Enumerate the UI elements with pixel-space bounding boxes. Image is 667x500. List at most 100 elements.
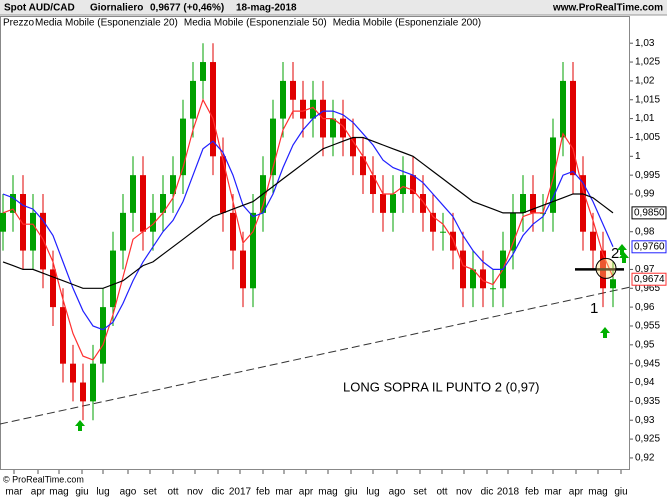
candle-body [590, 231, 596, 251]
period: Giornaliero [90, 3, 143, 14]
signal-arrow [619, 252, 629, 263]
candle-body [50, 269, 56, 308]
y-tick-label: 0,925 [635, 434, 660, 445]
candle-body [480, 269, 486, 289]
moving-average [2, 110, 614, 331]
candle-body [570, 80, 576, 176]
candle-body [100, 307, 106, 364]
candle-body [40, 212, 46, 270]
copyright: © ProRealTime.com [3, 474, 84, 484]
x-tick-label: mag [318, 487, 337, 498]
last-value-box [631, 206, 667, 220]
candle-body [180, 118, 186, 176]
candle-body [70, 363, 76, 383]
x-tick-label: mag [588, 487, 607, 498]
candle-body [490, 288, 496, 290]
candle-body [250, 212, 256, 289]
x-tick-label: ago [120, 487, 137, 498]
candle-body [220, 156, 226, 213]
last-value-label: 0,9850 [634, 208, 665, 219]
moving-average [2, 98, 614, 361]
x-tick-label: feb [525, 487, 539, 498]
y-tick-label: 1 [635, 151, 641, 162]
x-tick-label: lug [366, 487, 379, 498]
x-tick-label: nov [456, 487, 472, 498]
y-tick-label: 0,955 [635, 321, 660, 332]
y-tick-label: 0,945 [635, 358, 660, 369]
trendline [0, 286, 631, 425]
candle-body [90, 363, 96, 402]
date: 18-mag-2018 [236, 3, 297, 14]
y-tick-label: 0,94 [635, 377, 655, 388]
x-tick-label: ago [389, 487, 406, 498]
last-price: 0,9677 (+0,46%) [150, 3, 224, 14]
y-tick-label: 0,935 [635, 396, 660, 407]
x-tick-label: apr [569, 487, 584, 498]
y-tick-label: 1,02 [635, 76, 655, 87]
candle-body [430, 212, 436, 232]
candle-body [20, 194, 26, 251]
candle-body [580, 175, 586, 232]
candle-body [450, 231, 456, 251]
candle-body [530, 194, 536, 213]
y-tick-label: 0,98 [635, 226, 655, 237]
candle-body [550, 137, 556, 213]
x-tick-label: mar [544, 487, 562, 498]
candle-body [290, 80, 296, 100]
legend-entry: Media Mobile (Esponenziale 50) [184, 18, 327, 29]
signal-arrow [617, 244, 627, 255]
candle-body [170, 175, 176, 195]
candle-body [10, 194, 16, 213]
x-tick-label: ott [167, 487, 178, 498]
y-tick-label: 1,03 [635, 38, 655, 49]
y-tick-label: 0,99 [635, 189, 655, 200]
last-value-label: 0,9674 [634, 274, 665, 285]
candle-body [280, 80, 286, 119]
y-tick-label: 0,92 [635, 453, 655, 464]
candle-body [80, 382, 86, 402]
candle-body [440, 231, 446, 233]
candle-body [120, 212, 126, 251]
x-tick-label: set [413, 487, 427, 498]
candle-body [210, 62, 216, 157]
site: www.ProRealTime.com [552, 3, 663, 14]
y-tick-label: 0,96 [635, 302, 655, 313]
last-value-label: 0,9760 [634, 241, 665, 252]
legend-entry: Media Mobile (Esponenziale 200) [333, 18, 481, 29]
candle-body [150, 212, 156, 232]
candle-body [610, 279, 616, 289]
y-tick-label: 0,93 [635, 415, 655, 426]
x-tick-label: set [143, 487, 157, 498]
x-tick-label: feb [256, 487, 270, 498]
candle-body [380, 194, 386, 213]
y-tick-label: 1,005 [635, 132, 660, 143]
moving-average [2, 136, 614, 289]
annotation: LONG SOPRA IL PUNTO 2 (0,97) [343, 379, 540, 394]
candle-body [160, 194, 166, 213]
y-tick-label: 0,95 [635, 339, 655, 350]
candle-body [200, 62, 206, 81]
x-tick-label: mar [5, 487, 23, 498]
candle-body [140, 175, 146, 232]
plot-frame [0, 16, 630, 470]
candle-body [520, 194, 526, 213]
legend-price: Prezzo [3, 18, 35, 29]
candle-body [360, 156, 366, 176]
y-tick-label: 0,965 [635, 283, 660, 294]
x-tick-label: apr [299, 487, 314, 498]
candle-body [560, 80, 566, 138]
x-tick-label: 2017 [229, 487, 252, 498]
x-tick-label: mar [275, 487, 293, 498]
candle-body [0, 212, 6, 232]
x-tick-label: dic [481, 487, 494, 498]
candle-body [110, 250, 116, 308]
point-label: 2 [611, 245, 619, 262]
x-tick-label: giu [344, 487, 357, 498]
candle-body [270, 118, 276, 176]
candle-body [470, 269, 476, 289]
x-tick-label: 2018 [497, 487, 520, 498]
y-tick-label: 1,025 [635, 57, 660, 68]
y-tick-label: 0,97 [635, 264, 655, 275]
candle-body [370, 175, 376, 195]
x-tick-label: giu [75, 487, 88, 498]
